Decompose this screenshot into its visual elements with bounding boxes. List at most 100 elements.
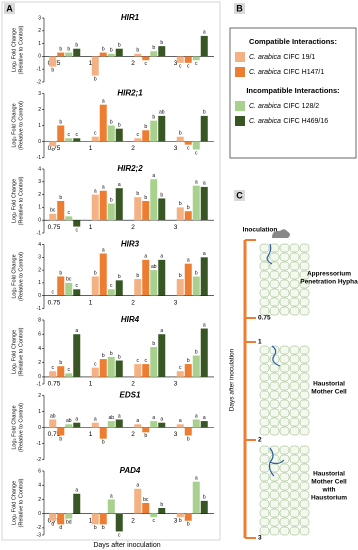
legend-swatch — [235, 52, 245, 62]
x-tick-label: 0.75 — [48, 299, 61, 306]
significance-letter: c — [145, 61, 148, 67]
plant-cell — [289, 306, 300, 316]
bar — [158, 115, 166, 142]
bar — [200, 186, 208, 221]
legend-frame — [229, 27, 357, 159]
plant-cell — [259, 372, 270, 382]
bar — [176, 207, 184, 221]
plant-cell — [289, 481, 300, 491]
plant-cell — [289, 472, 300, 482]
bar — [192, 419, 200, 428]
significance-letter: b — [59, 360, 62, 366]
legend-strain: CIFC H469/16 — [283, 118, 328, 125]
stage-label: Appressorium — [307, 271, 351, 278]
plant-cell — [279, 426, 290, 436]
plant-cell — [299, 445, 310, 455]
bar — [192, 355, 200, 377]
legend-species: C. arabica — [249, 54, 281, 61]
significance-letter: bc — [50, 208, 56, 214]
bar — [107, 356, 115, 377]
significance-letter: a — [110, 493, 113, 499]
bar — [134, 279, 142, 296]
plant-cell — [259, 363, 270, 373]
bar — [73, 422, 81, 428]
plant-cell — [259, 390, 270, 400]
significance-letter: b — [118, 274, 121, 280]
y-tick-label: 3 — [38, 255, 41, 261]
significance-letter: b — [110, 119, 113, 125]
bar — [134, 197, 142, 221]
plant-cell — [259, 463, 270, 473]
bar — [142, 427, 150, 433]
significance-letter: b — [59, 270, 62, 276]
plant-cell — [289, 499, 300, 509]
y-tick-label: 1 — [38, 41, 41, 47]
bar — [57, 125, 65, 142]
significance-letter: a — [160, 254, 163, 260]
significance-letter: c — [179, 64, 182, 70]
x-tick-label: 2 — [131, 381, 135, 388]
plant-cell — [279, 297, 290, 307]
chart-title: HIR4 — [121, 315, 140, 324]
bar — [57, 276, 65, 296]
bar — [57, 201, 65, 221]
legend-group-title: Incompatible Interactions: — [246, 86, 339, 95]
significance-letter: c — [94, 361, 97, 367]
plant-cell — [299, 345, 310, 355]
significance-letter: b — [75, 43, 78, 49]
significance-letter: b — [152, 341, 155, 347]
bar — [150, 51, 158, 57]
x-tick-label: 2 — [131, 517, 135, 524]
significance-letter: a — [203, 251, 206, 257]
plant-cell — [279, 399, 290, 409]
significance-letter: a — [102, 185, 105, 191]
bar — [158, 198, 166, 221]
x-tick-label: 0.75 — [48, 224, 61, 231]
significance-letter: b — [160, 40, 163, 46]
y-tick-label: 2 — [38, 393, 41, 399]
stage-label: Haustorial — [313, 381, 345, 388]
y-tick-label: 1 — [38, 409, 41, 415]
x-tick-label: 2 — [131, 224, 135, 231]
bar — [65, 138, 73, 142]
significance-letter: c — [137, 358, 140, 364]
y-tick-label: 6 — [38, 468, 41, 474]
x-tick-label: 1 — [89, 517, 93, 524]
x-tick-label: 2 — [131, 431, 135, 438]
significance-letter: c — [52, 147, 55, 153]
plant-cell — [259, 243, 270, 253]
bar — [176, 371, 184, 377]
significance-letter: b — [51, 67, 54, 73]
y-tick-label: 8 — [38, 317, 41, 323]
bar — [158, 507, 166, 514]
plant-cell — [279, 372, 290, 382]
plant-cell — [289, 372, 300, 382]
plant-cell — [289, 526, 300, 536]
y-tick-label: 0 — [38, 511, 41, 517]
bar — [65, 52, 73, 57]
plant-cell — [279, 526, 290, 536]
plant-cell — [259, 526, 270, 536]
plant-cell — [299, 426, 310, 436]
panel-label: C — [236, 190, 243, 200]
plant-cell — [269, 270, 280, 280]
plant-cell — [289, 381, 300, 391]
plant-cell — [299, 279, 310, 289]
x-tick-label: 3 — [174, 145, 178, 152]
timeline-tick-label: 0.75 — [258, 315, 271, 322]
plant-cell — [279, 306, 290, 316]
y-tick-label: 4 — [38, 166, 41, 172]
legend-swatch — [235, 101, 245, 111]
x-tick-label: 1 — [89, 60, 93, 67]
plant-cell — [299, 261, 310, 271]
legend-strain: CIFC 19/1 — [283, 54, 315, 61]
bar — [158, 46, 166, 57]
plant-cell — [289, 270, 300, 280]
legend-swatch — [235, 67, 245, 77]
bar — [49, 56, 57, 67]
panel-label-box — [234, 190, 245, 201]
plant-cell — [269, 390, 280, 400]
significance-letter: b — [203, 495, 206, 501]
significance-letter: b — [94, 525, 97, 531]
significance-letter: b — [187, 522, 190, 528]
